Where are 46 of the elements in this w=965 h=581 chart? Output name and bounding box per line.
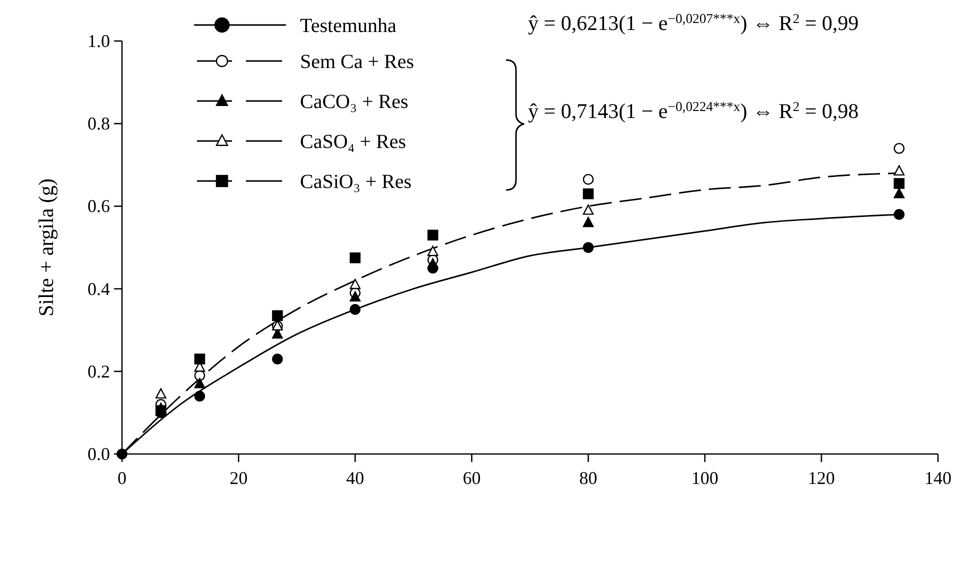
point <box>582 204 594 215</box>
point <box>894 178 905 189</box>
legend-label: CaSiO₃ + Res <box>300 171 412 193</box>
legend-label: CaSO₄ + Res <box>300 131 406 153</box>
x-tick-label: 40 <box>346 468 364 488</box>
x-tick-label: 80 <box>579 468 598 488</box>
point <box>582 242 594 253</box>
point <box>350 252 361 264</box>
point <box>155 388 166 399</box>
point <box>194 390 206 402</box>
x-tick-label: 0 <box>118 468 126 488</box>
point <box>350 278 361 290</box>
legend-label: Sem Ca + Res <box>300 51 414 73</box>
text: ŷ = 0,6213(1 − e$^{−0,0207***x}$) ⇔ R$^{2}$ = 0,99 <box>528 10 859 35</box>
x-tick-label: 120 <box>808 468 835 488</box>
legend-label: Testemunha <box>300 15 396 37</box>
x-tick-label: 60 <box>462 468 481 488</box>
x-tick-label: 20 <box>230 468 248 488</box>
y-tick-label: 0.2 <box>88 361 110 382</box>
point <box>350 291 361 302</box>
point <box>894 209 905 220</box>
y-tick-label: 0.4 <box>88 278 110 299</box>
point <box>272 354 283 364</box>
y-tick-label: 1.0 <box>88 31 110 51</box>
y-tick-label: 0.6 <box>88 196 110 216</box>
point <box>582 174 594 185</box>
point <box>427 230 438 241</box>
point <box>582 188 594 200</box>
point <box>272 310 283 322</box>
annotation: ŷ = 0,7143(1 − e$^{−0,0224***x}$) ⇔ R$^{2}$ = 0,98 <box>528 98 859 123</box>
point <box>350 304 361 315</box>
point <box>427 258 438 268</box>
legend-label: CaCO₃ + Res <box>300 91 408 113</box>
y-axis-title: Silte + argila (g) <box>34 178 58 317</box>
point <box>894 165 905 176</box>
y-tick-label: 0.8 <box>88 114 110 134</box>
point <box>894 188 905 198</box>
x-tick-label: 140 <box>924 468 952 488</box>
x-tick-label: 100 <box>691 468 718 488</box>
y-tick-label: 0.0 <box>88 444 110 464</box>
point <box>194 378 206 388</box>
point <box>427 246 438 256</box>
point <box>194 354 206 364</box>
point <box>894 142 905 154</box>
point <box>116 448 128 460</box>
point <box>582 216 594 228</box>
